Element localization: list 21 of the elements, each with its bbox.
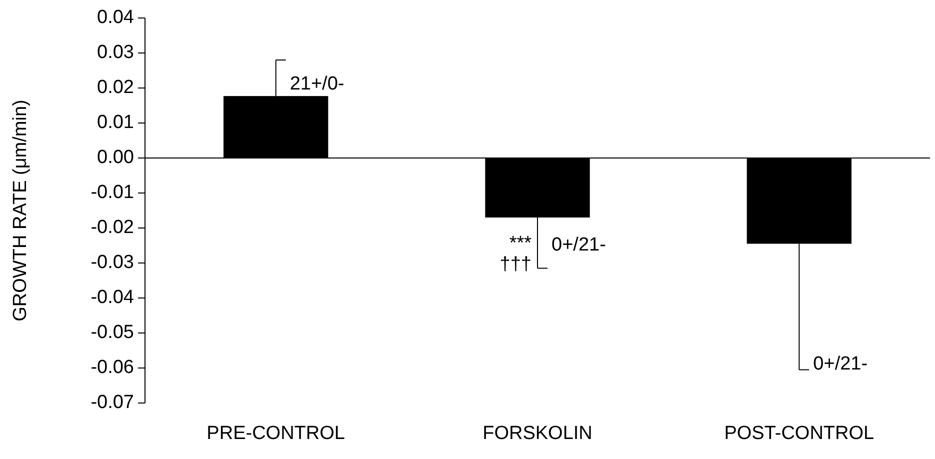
annotation: *** xyxy=(509,232,532,254)
y-tick-label: 0.00 xyxy=(97,147,134,168)
y-tick-label: 0.01 xyxy=(97,112,134,134)
y-tick-label: 0.04 xyxy=(97,7,134,28)
y-tick-label: -0.03 xyxy=(90,252,134,274)
x-tick-label: FORSKOLIN xyxy=(482,423,592,444)
annotation: 21+/0- xyxy=(290,74,344,95)
y-tick-label: 0.03 xyxy=(97,42,134,64)
y-tick-label: -0.02 xyxy=(90,217,134,238)
y-axis-title: GROWTH RATE (μm/min) xyxy=(10,100,31,322)
x-tick-label: PRE-CONTROL xyxy=(206,423,345,444)
y-tick-label: -0.04 xyxy=(90,287,134,308)
y-tick-label: -0.06 xyxy=(90,357,134,378)
annotation: 0+/21- xyxy=(813,354,868,375)
annotation: ††† xyxy=(500,254,532,275)
x-tick-label: POST-CONTROL xyxy=(724,423,874,444)
annotation: 0+/21- xyxy=(552,234,606,256)
y-tick-label: -0.01 xyxy=(90,182,134,204)
y-tick-label: -0.05 xyxy=(90,322,134,344)
y-tick-label: 0.02 xyxy=(97,77,134,98)
y-tick-label: -0.07 xyxy=(90,392,134,414)
